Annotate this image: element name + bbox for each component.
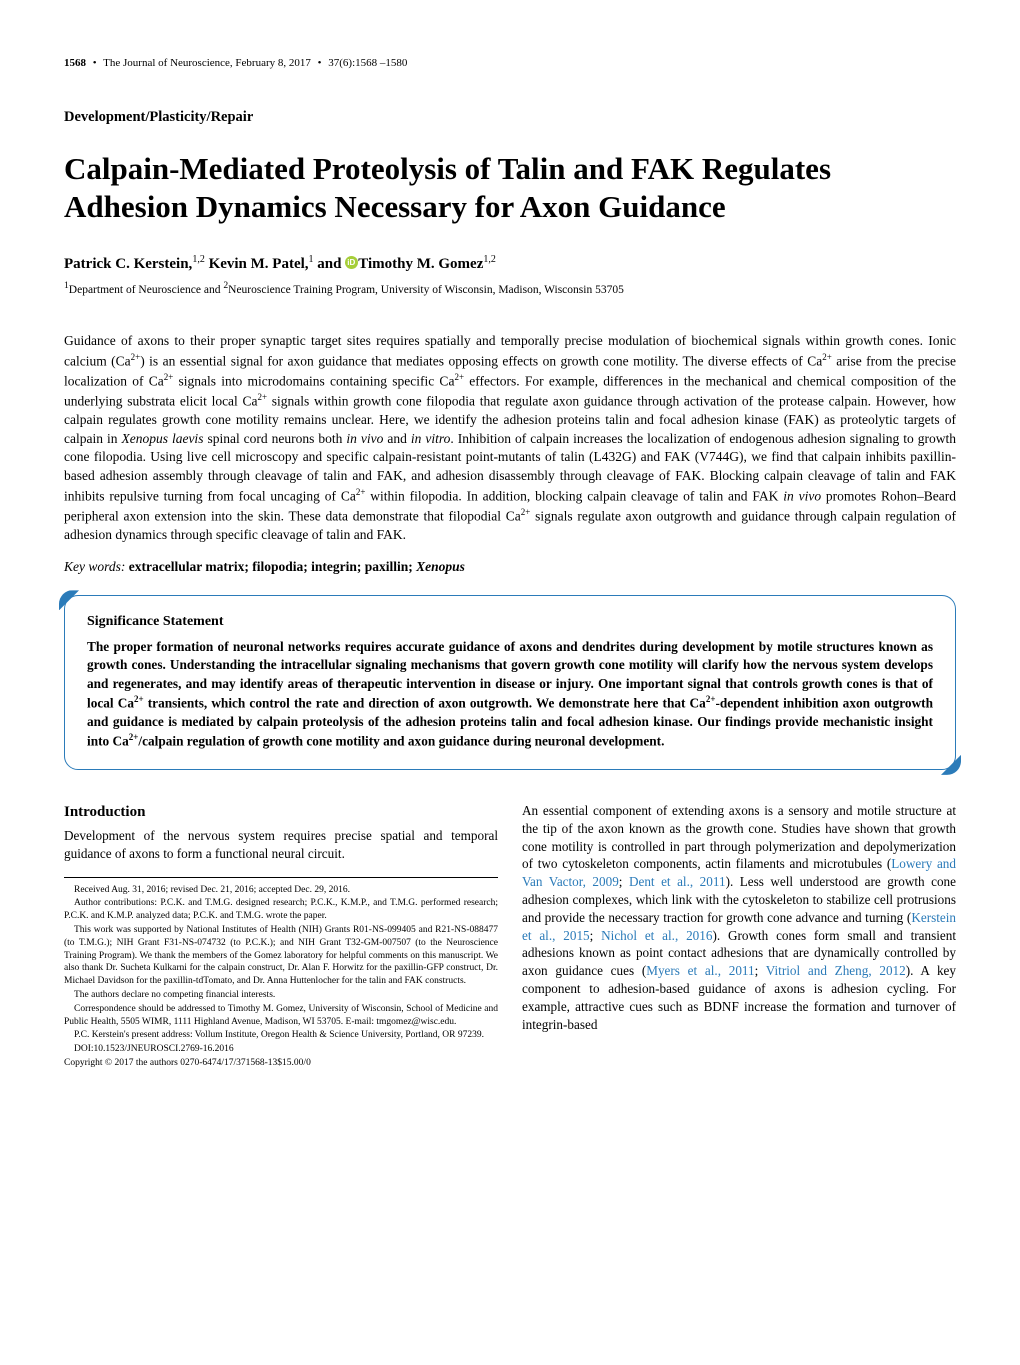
- footnote-competing: The authors declare no competing financi…: [64, 989, 498, 1002]
- significance-box: Significance Statement The proper format…: [64, 595, 956, 770]
- footnote-copyright: Copyright © 2017 the authors 0270-6474/1…: [64, 1057, 498, 1070]
- footnote-present-address: P.C. Kerstein's present address: Vollum …: [64, 1029, 498, 1042]
- left-column: Introduction Development of the nervous …: [64, 802, 498, 1071]
- journal-info: The Journal of Neuroscience, February 8,…: [103, 57, 311, 69]
- footnote-doi: DOI:10.1523/JNEUROSCI.2769-16.2016: [64, 1043, 498, 1056]
- box-corner-icon: [941, 755, 961, 775]
- abstract: Guidance of axons to their proper synapt…: [64, 332, 956, 544]
- box-corner-icon: [59, 590, 79, 610]
- intro-left-text: Development of the nervous system requir…: [64, 827, 498, 863]
- footnote-funding: This work was supported by National Inst…: [64, 924, 498, 988]
- footnote-contributions: Author contributions: P.C.K. and T.M.G. …: [64, 897, 498, 923]
- footnote-correspondence: Correspondence should be addressed to Ti…: [64, 1003, 498, 1029]
- footnote-received: Received Aug. 31, 2016; revised Dec. 21,…: [64, 884, 498, 897]
- introduction-heading: Introduction: [64, 802, 498, 823]
- header-separator: •: [93, 57, 97, 69]
- body-columns: Introduction Development of the nervous …: [64, 802, 956, 1071]
- running-header: 1568 • The Journal of Neuroscience, Febr…: [64, 56, 956, 71]
- significance-title: Significance Statement: [87, 612, 933, 632]
- right-column: An essential component of extending axon…: [522, 802, 956, 1071]
- article-title: Calpain-Mediated Proteolysis of Talin an…: [64, 150, 956, 228]
- affiliation: 1Department of Neuroscience and 2Neurosc…: [64, 279, 956, 298]
- footnotes: Received Aug. 31, 2016; revised Dec. 21,…: [64, 877, 498, 1070]
- author-list: Patrick C. Kerstein,1,2 Kevin M. Patel,1…: [64, 253, 956, 275]
- keywords: Key words: extracellular matrix; filopod…: [64, 558, 956, 577]
- section-label: Development/Plasticity/Repair: [64, 107, 956, 127]
- significance-text: The proper formation of neuronal network…: [87, 638, 933, 751]
- issue-info: 37(6):1568 –1580: [328, 57, 407, 69]
- page-number: 1568: [64, 57, 86, 69]
- keywords-text: extracellular matrix; filopodia; integri…: [129, 559, 465, 574]
- header-separator: •: [318, 57, 322, 69]
- intro-right-text: An essential component of extending axon…: [522, 802, 956, 1034]
- keywords-label: Key words:: [64, 559, 125, 574]
